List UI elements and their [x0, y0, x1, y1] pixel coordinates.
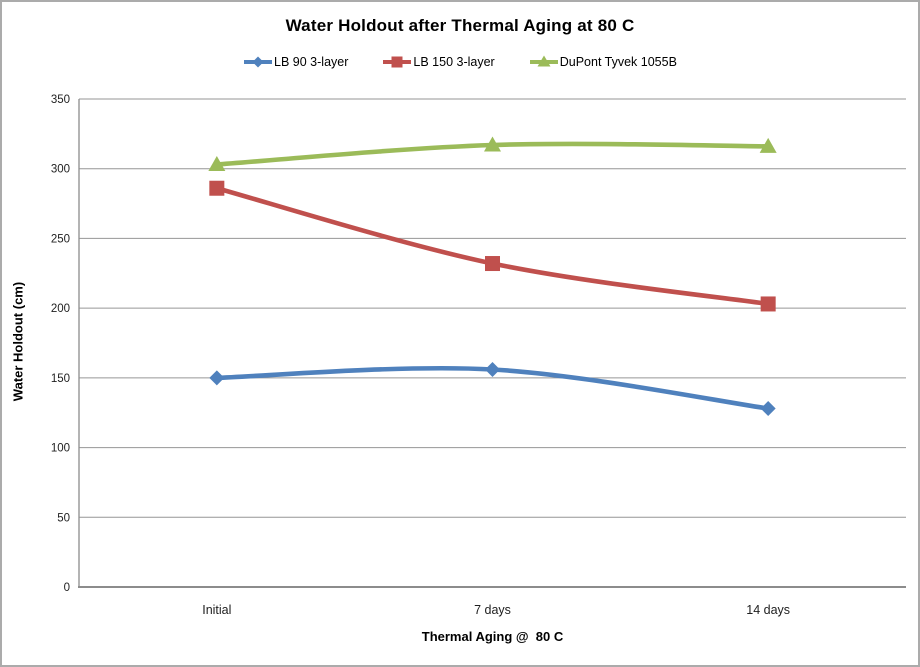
y-axis-title: Water Holdout (cm) — [10, 281, 26, 402]
legend-item-lb150[interactable]: LB 150 3-layer — [382, 54, 495, 70]
svg-text:300: 300 — [51, 164, 70, 176]
legend-label: DuPont Tyvek 1055B — [559, 55, 677, 69]
legend-triangle-marker-icon — [529, 55, 558, 67]
svg-text:7 days: 7 days — [474, 603, 511, 617]
svg-text:100: 100 — [51, 443, 70, 455]
legend: LB 90 3-layer LB 150 3-layer DuPont Tyve… — [2, 54, 918, 70]
legend-label: LB 150 3-layer — [413, 55, 495, 69]
legend-item-lb90[interactable]: LB 90 3-layer — [243, 54, 348, 70]
svg-text:Initial: Initial — [202, 603, 231, 617]
chart-title: Water Holdout after Thermal Aging at 80 … — [285, 16, 635, 35]
svg-text:250: 250 — [51, 233, 70, 245]
legend-item-tyvek[interactable]: DuPont Tyvek 1055B — [529, 54, 677, 70]
svg-text:150: 150 — [51, 373, 70, 385]
svg-text:350: 350 — [51, 94, 70, 106]
x-axis-title: Thermal Aging @ 80 C — [421, 629, 564, 644]
svg-text:50: 50 — [57, 512, 70, 524]
svg-text:200: 200 — [51, 303, 70, 315]
svg-text:14 days: 14 days — [746, 603, 790, 617]
legend-square-marker-icon — [383, 56, 412, 68]
legend-diamond-marker-icon — [244, 56, 273, 68]
svg-text:0: 0 — [64, 582, 70, 594]
legend-label: LB 90 3-layer — [274, 55, 349, 69]
